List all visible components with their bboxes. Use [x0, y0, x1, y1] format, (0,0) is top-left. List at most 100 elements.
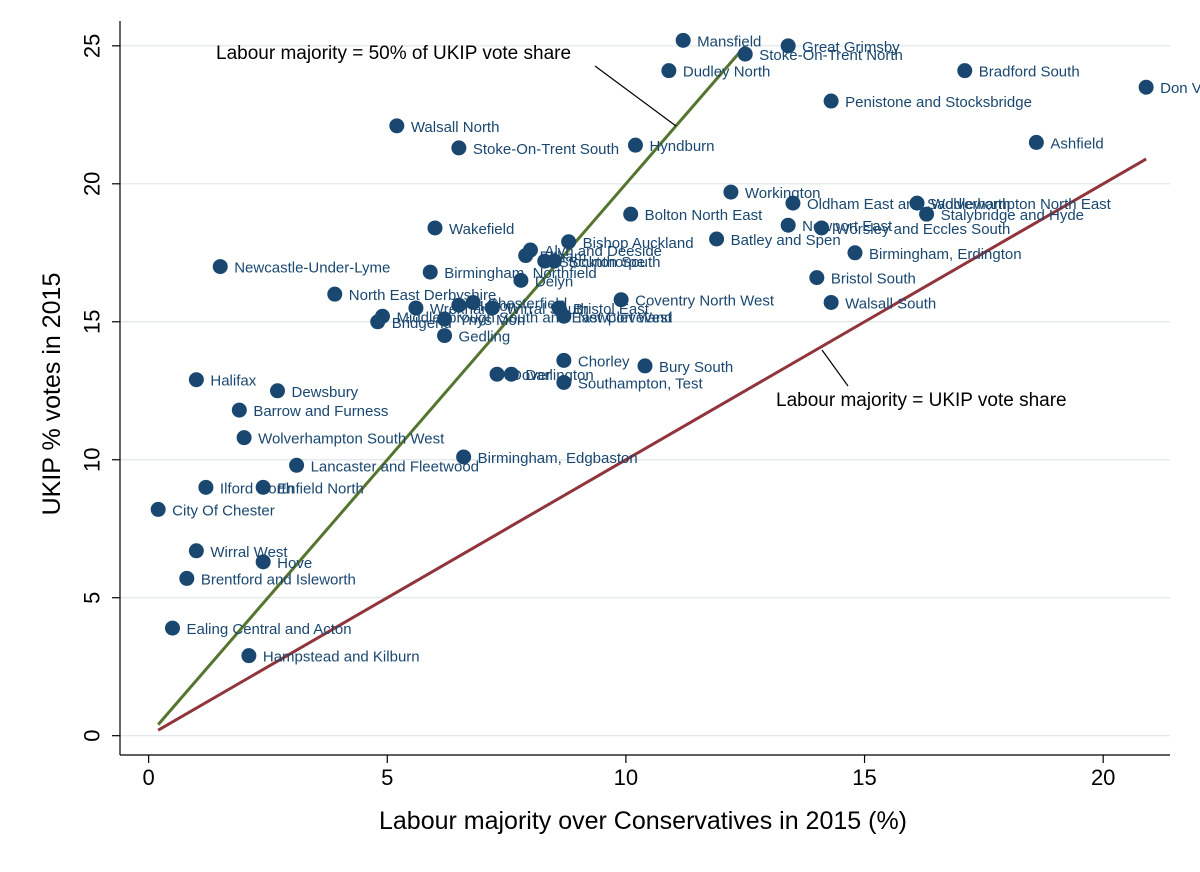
data-point: [198, 479, 214, 495]
data-point: [847, 245, 863, 261]
data-point: [823, 294, 839, 310]
point-label: Enfield North: [277, 480, 364, 497]
data-point: [456, 449, 472, 465]
point-label: Chorley: [578, 353, 630, 370]
data-point: [484, 300, 500, 316]
line-fifty-percent: [157, 44, 747, 726]
point-label: Wirral West: [210, 544, 288, 561]
data-point: [637, 358, 653, 374]
point-label: Bridgend: [392, 315, 452, 332]
point-label: Brentford and Isleworth: [201, 571, 356, 588]
data-point: [451, 297, 467, 313]
data-point: [241, 648, 257, 664]
data-point: [389, 118, 405, 134]
data-point: [518, 248, 534, 264]
data-point: [556, 352, 572, 368]
point-label: Hyndburn: [649, 138, 714, 155]
y-axis-title: UKIP % votes in 2015: [38, 273, 66, 516]
point-label: Stockton South: [559, 254, 661, 271]
data-point: [465, 294, 481, 310]
point-label: Halifax: [210, 373, 256, 390]
point-label: Bolton North East: [645, 207, 763, 224]
point-label: Dover: [511, 367, 551, 384]
point-label: Delyn: [535, 273, 573, 290]
annotation-equal-share: Labour majority = UKIP vote share: [776, 390, 1067, 411]
axes: 0 5 10 15 20 0 5 10 15 20 25: [80, 21, 1170, 790]
point-label: Bury South: [659, 359, 733, 376]
data-point: [370, 314, 386, 330]
point-label: Stoke-On-Trent South: [473, 141, 619, 158]
point-label: Bradford South: [979, 64, 1080, 81]
data-point: [909, 195, 925, 211]
x-tick-label: 20: [1091, 765, 1115, 790]
point-label: Stoke-On-Trent North: [759, 47, 903, 64]
data-point: [627, 137, 643, 153]
data-point: [957, 63, 973, 79]
y-tick-label: 15: [80, 310, 105, 334]
point-label: Hove: [277, 555, 312, 572]
point-label: Coventry North West: [635, 293, 775, 310]
point-label: Wakefield: [449, 221, 514, 238]
point-label: Dewsbury: [292, 384, 359, 401]
point-label: Mansfield: [697, 33, 761, 50]
data-point: [723, 184, 739, 200]
data-point: [270, 383, 285, 399]
point-label: Dudley North: [683, 64, 771, 81]
data-point: [422, 264, 438, 280]
data-point: [919, 206, 935, 222]
point-label: Bishop Auckland: [583, 235, 694, 252]
x-tick-label: 15: [852, 765, 876, 790]
point-label: Ynys Mon: [459, 312, 526, 329]
data-point: [613, 292, 629, 308]
point-label: Walsall North: [411, 119, 500, 136]
annotation-fifty-percent: Labour majority = 50% of UKIP vote share: [216, 43, 571, 64]
point-label: Middlesbrough South and East Cleveland: [397, 309, 673, 326]
data-point: [1138, 79, 1154, 95]
data-point: [165, 620, 180, 636]
data-point: [503, 366, 519, 382]
point-label: Newcastle-Under-Lyme: [234, 260, 390, 277]
data-point: [814, 220, 830, 236]
data-point: [561, 234, 577, 250]
y-tick-label: 5: [80, 592, 105, 604]
leader-equal-share: [821, 349, 849, 387]
data-point: [255, 554, 271, 570]
point-label: Birmingham, Erdington: [869, 246, 1022, 263]
point-label: Lancaster and Fleetwood: [311, 458, 479, 475]
data-point: [556, 374, 572, 390]
point-label: Hampstead and Kilburn: [263, 649, 420, 666]
data-point: [661, 63, 677, 79]
data-point: [809, 270, 825, 286]
line-equal-share: [157, 157, 1147, 732]
data-point: [780, 38, 796, 54]
point-label: Birmingham, Edgbaston: [478, 450, 638, 467]
data-point: [513, 272, 529, 288]
point-label: Bristol South: [831, 271, 916, 288]
y-tick-label: 25: [80, 34, 105, 58]
x-axis-title: Labour majority over Conservatives in 20…: [379, 807, 907, 835]
point-label: Newport West: [578, 309, 673, 326]
y-tick-label: 20: [80, 172, 105, 196]
data-point: [489, 366, 505, 382]
y-tick-label: 10: [80, 448, 105, 472]
point-label: Wolverhampton South West: [258, 431, 445, 448]
data-point: [623, 206, 639, 222]
point-label: Wolverhampton North East: [931, 196, 1112, 213]
point-label: Ashfield: [1050, 135, 1103, 152]
point-label: Barrow and Furness: [253, 403, 388, 420]
data-point: [327, 286, 343, 302]
point-label: Gedling: [459, 329, 511, 346]
data-point: [1028, 134, 1044, 150]
data-point: [289, 457, 305, 473]
data-point: [188, 372, 204, 388]
data-point: [785, 195, 801, 211]
data-point: [236, 430, 252, 446]
point-label: Ealing Central and Acton: [187, 621, 352, 638]
point-label: Batley and Spen: [731, 232, 841, 249]
point-label: Don Valley: [1160, 80, 1200, 97]
data-point: [780, 217, 796, 233]
x-tick-label: 0: [143, 765, 155, 790]
data-point: [556, 308, 572, 324]
